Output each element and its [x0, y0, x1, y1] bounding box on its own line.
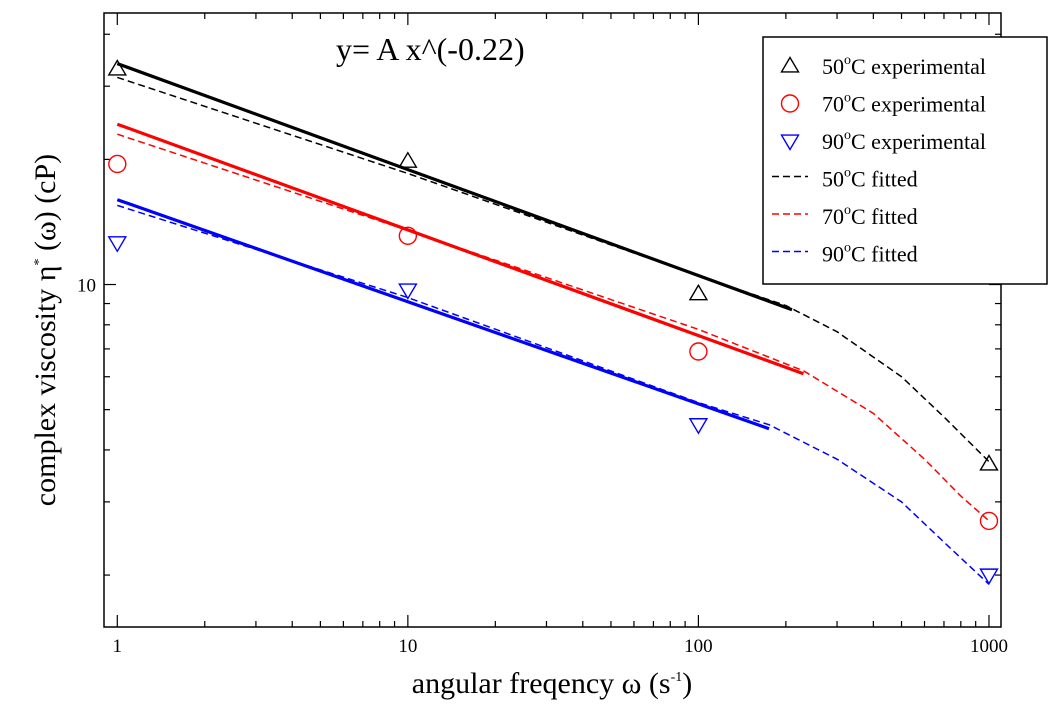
x-tick-label: 1000 — [970, 636, 1008, 657]
series-5 — [117, 204, 990, 585]
legend-box — [762, 36, 1048, 285]
legend-label: 70oC experimental — [822, 91, 986, 117]
legend-entry: 90oC fitted — [772, 241, 918, 267]
data-point — [398, 226, 418, 245]
series-8 — [116, 198, 770, 431]
legend-label: 50oC fitted — [822, 166, 918, 192]
legend-swatch — [780, 94, 800, 113]
legend-entry: 90oC experimental — [780, 128, 986, 154]
data-point — [979, 568, 999, 585]
legend-label: 50oC experimental — [822, 53, 986, 79]
y-axis-title: complex viscosity η* (ω) (cP) — [29, 154, 62, 506]
plot-frame — [103, 12, 1002, 628]
data-point — [688, 283, 709, 301]
series-2 — [107, 236, 999, 585]
series-0 — [107, 59, 999, 471]
x-tick-label: 10 — [398, 636, 417, 657]
legend-entry: 70oC fitted — [772, 203, 918, 229]
x-tick-label: 100 — [684, 636, 713, 657]
legend-entry: 50oC fitted — [772, 166, 918, 192]
fit-annotation: y= A x^(-0.22) — [336, 31, 525, 67]
legend-entry: 50oC experimental — [780, 53, 986, 79]
fit-line — [117, 204, 990, 585]
series-line — [116, 62, 793, 312]
data-point — [107, 59, 128, 76]
fit-line — [117, 76, 990, 463]
legend-entry: 70oC experimental — [780, 91, 986, 117]
series-3 — [117, 76, 990, 463]
data-point — [398, 151, 418, 168]
series-line — [116, 198, 770, 431]
x-axis-title: angular freqency ω (s-1) — [412, 667, 692, 700]
y-tick-label: 10 — [77, 276, 96, 297]
data-point — [979, 454, 999, 471]
data-point — [979, 511, 999, 531]
data-point — [108, 154, 127, 174]
legend-label: 70oC fitted — [822, 203, 918, 229]
data-point — [107, 236, 128, 253]
series-7 — [116, 122, 805, 376]
legend-label: 90oC experimental — [822, 128, 986, 154]
series-6 — [116, 62, 793, 312]
data-point — [689, 342, 708, 361]
legend-swatch — [780, 56, 800, 73]
series-line — [116, 122, 805, 376]
legend-label: 90oC fitted — [822, 241, 918, 267]
data-point — [688, 418, 709, 435]
series-1 — [108, 154, 999, 531]
x-tick-label: 1 — [113, 636, 123, 657]
data-point — [398, 283, 418, 300]
legend: 50oC experimental 70oC experimental 90oC e… — [762, 36, 1048, 285]
series-layer — [107, 59, 999, 585]
legend-swatch — [780, 134, 800, 151]
